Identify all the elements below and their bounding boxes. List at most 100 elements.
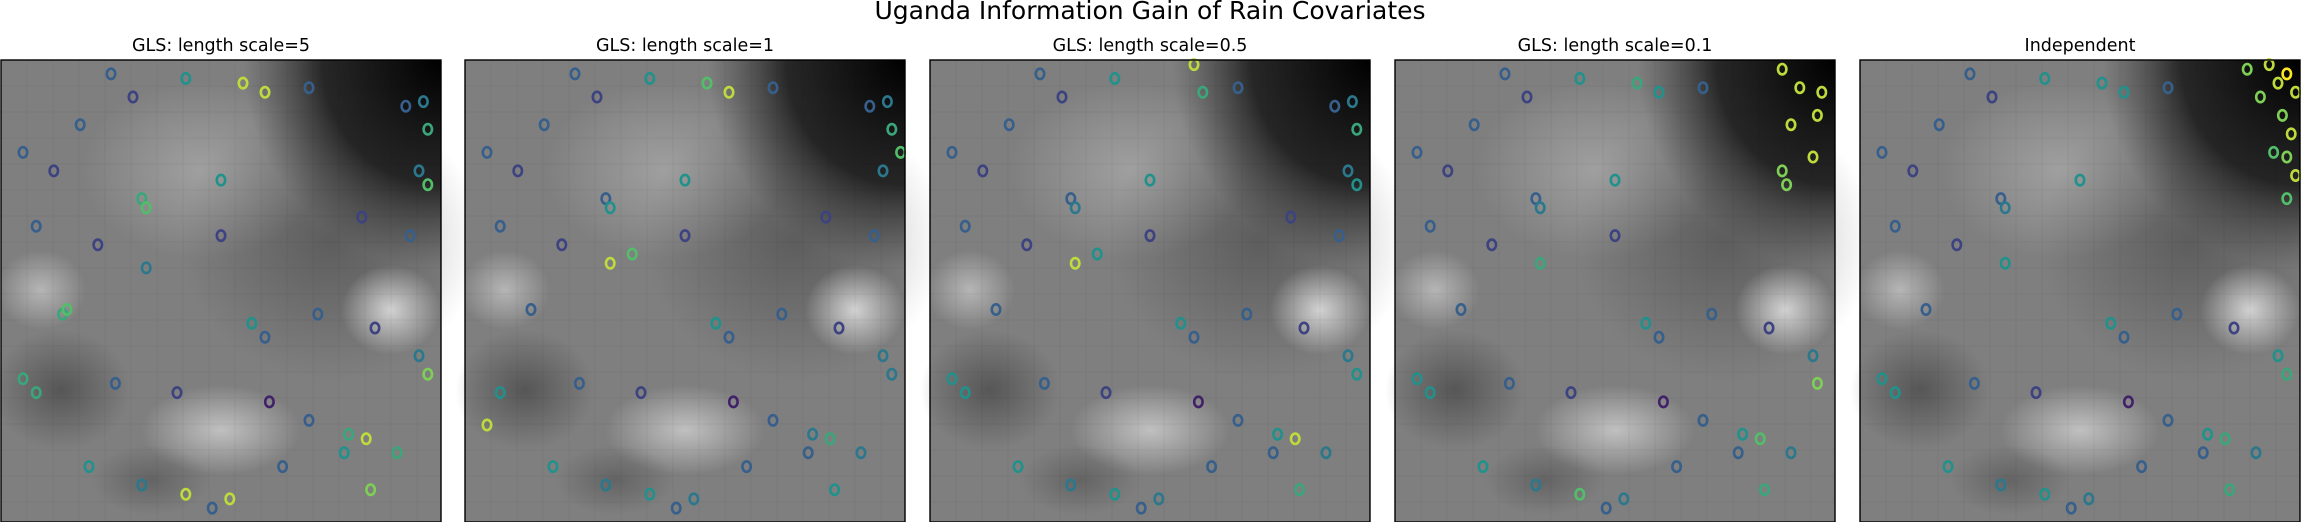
scatter-point — [1600, 501, 1612, 515]
scatter-point — [312, 307, 324, 321]
scatter-point — [259, 330, 271, 344]
scatter-point — [2136, 460, 2148, 474]
scatter-point — [670, 501, 682, 515]
scatter-point — [1986, 90, 1998, 104]
scatter-point — [1942, 460, 1954, 474]
panel-3: GLS: length scale=0.5 — [920, 36, 1410, 522]
scatter-point — [391, 446, 403, 460]
scatter-point — [710, 316, 722, 330]
scatter-point — [1232, 413, 1244, 427]
scatter-point — [1038, 376, 1050, 390]
scatter-point — [1763, 321, 1775, 335]
scatter-point — [180, 72, 192, 85]
scatter-point — [30, 219, 42, 233]
panel-4-frame — [1394, 59, 1836, 522]
scatter-point — [105, 67, 117, 81]
scatter-point — [2224, 483, 2236, 497]
scatter-point — [1574, 72, 1586, 85]
scatter-point — [2197, 446, 2209, 460]
scatter-point — [776, 307, 788, 321]
scatter-point — [1153, 492, 1165, 506]
scatter-point — [338, 446, 350, 460]
scatter-point — [1175, 316, 1187, 330]
scatter-point — [2272, 349, 2284, 363]
panel-5-background-map — [1850, 60, 2301, 522]
scatter-point — [767, 413, 779, 427]
scatter-point — [868, 229, 880, 243]
scatter-point — [1455, 303, 1467, 317]
scatter-point — [1794, 81, 1806, 95]
panel-4-title: GLS: length scale=0.1 — [1518, 36, 1713, 56]
scatter-point — [1530, 478, 1542, 492]
scatter-point — [1298, 321, 1310, 335]
scatter-point — [1671, 460, 1683, 474]
scatter-point — [1640, 316, 1652, 330]
scatter-point — [2096, 76, 2108, 90]
scatter-point — [626, 247, 638, 261]
scatter-point — [1012, 460, 1024, 474]
scatter-point — [2030, 386, 2042, 400]
scatter-point — [877, 349, 889, 363]
panel-2: GLS: length scale=1 — [455, 36, 945, 522]
scatter-point — [1574, 487, 1586, 501]
scatter-point — [1351, 178, 1363, 192]
scatter-point — [1188, 330, 1200, 344]
scatter-point — [547, 460, 559, 474]
scatter-point — [1144, 173, 1156, 187]
scatter-point — [1329, 99, 1341, 113]
scatter-point — [1907, 164, 1919, 178]
scatter-point — [864, 99, 876, 113]
scatter-point — [1206, 460, 1218, 474]
scatter-point — [1034, 67, 1046, 81]
scatter-point — [1807, 349, 1819, 363]
scatter-point — [824, 432, 836, 446]
scatter-point — [2228, 321, 2240, 335]
panel-1: GLS: length scale=5 — [0, 36, 481, 522]
scatter-point — [635, 386, 647, 400]
scatter-point — [1069, 201, 1081, 215]
scatter-point — [538, 118, 550, 132]
scatter-point — [1754, 432, 1766, 446]
scatter-point — [1272, 427, 1284, 441]
scatter-point — [1706, 307, 1718, 321]
panel-5-frame — [1859, 59, 2301, 522]
scatter-point — [1732, 446, 1744, 460]
scatter-point — [17, 372, 29, 386]
panel-4: GLS: length scale=0.1 — [1385, 36, 1875, 522]
scatter-point — [1530, 192, 1542, 206]
scatter-point — [1737, 427, 1749, 441]
panel-3-points — [946, 58, 1363, 515]
scatter-point — [1424, 219, 1436, 233]
scatter-point — [61, 303, 73, 317]
panel-1-title: GLS: length scale=5 — [132, 36, 310, 56]
scatter-point — [644, 487, 656, 501]
scatter-point — [2202, 427, 2214, 441]
scatter-point — [1889, 386, 1901, 400]
panel-2-points — [481, 67, 907, 515]
scatter-point — [1333, 229, 1345, 243]
scatter-point — [1609, 173, 1621, 187]
scatter-point — [30, 386, 42, 400]
scatter-point — [1933, 118, 1945, 132]
scatter-point — [1653, 330, 1665, 344]
scatter-point — [1342, 164, 1354, 178]
panel-2-title: GLS: length scale=1 — [596, 36, 774, 56]
panel-5-title: Independent — [2025, 36, 2136, 56]
scatter-point — [2118, 85, 2130, 99]
scatter-point — [1995, 192, 2007, 206]
scatter-point — [881, 95, 893, 109]
scatter-point — [1534, 256, 1546, 270]
scatter-point — [2083, 492, 2095, 506]
scatter-point — [1477, 460, 1489, 474]
scatter-point — [206, 501, 218, 515]
scatter-point — [481, 145, 493, 159]
scatter-point — [1351, 122, 1363, 136]
scatter-point — [591, 90, 603, 104]
scatter-point — [246, 316, 258, 330]
scatter-point — [1468, 118, 1480, 132]
scatter-point — [494, 219, 506, 233]
scatter-point — [1003, 118, 1015, 132]
panel-3-background-map — [920, 60, 1410, 522]
scatter-point — [2285, 127, 2297, 141]
scatter-point — [356, 210, 368, 224]
